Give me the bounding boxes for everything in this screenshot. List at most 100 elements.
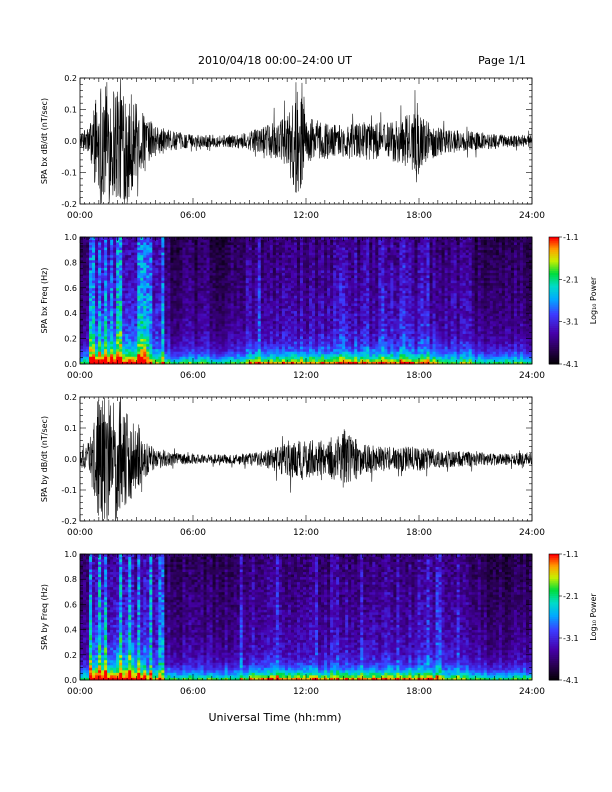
spectrogram-cell (92, 242, 96, 246)
spectrogram-cell (281, 249, 286, 253)
spectrogram-cell (251, 244, 256, 248)
spectrogram-cell (242, 239, 247, 243)
spectrogram-cell (86, 249, 90, 253)
spectrogram-cell (134, 259, 138, 263)
spectrogram-cell (89, 353, 93, 357)
spectrogram-cell (95, 262, 99, 266)
spectrogram-cell (312, 330, 316, 334)
spectrogram-cell (200, 297, 204, 301)
spectrogram-cell (149, 358, 153, 362)
spectrogram-cell (200, 358, 204, 362)
spectrogram-cell (327, 346, 331, 350)
spectrogram-cell (296, 249, 301, 253)
spectrogram-cell (351, 300, 355, 304)
spectrogram-cell (185, 315, 189, 319)
spectrogram-cell (170, 267, 174, 271)
spectrogram-cell (107, 259, 111, 263)
spectrogram-cell (309, 282, 313, 286)
spectrogram-cell (107, 315, 111, 319)
spectrogram-cell (336, 247, 340, 251)
spectrogram-cell (206, 259, 210, 263)
spectrogram-cell (200, 318, 204, 322)
spectrogram-cell (212, 336, 216, 339)
spectrogram-cell (272, 356, 277, 360)
spectrogram-cell (239, 252, 244, 256)
spectrogram-cell (306, 351, 310, 355)
spectrogram-cell (107, 267, 111, 271)
spectrogram-cell (330, 267, 334, 271)
spectrogram-cell (263, 305, 268, 309)
spectrogram-cell (321, 237, 325, 240)
spectrogram-cell (315, 247, 319, 251)
spectrogram-cell (134, 336, 138, 339)
spectrogram-cell (104, 336, 108, 339)
spectrogram-cell (215, 277, 220, 281)
spectrogram-cell (113, 323, 117, 327)
spectrogram-cell (218, 356, 223, 360)
spectrogram-cell (306, 249, 310, 253)
spectrogram-cell (293, 308, 298, 312)
spectrogram-cell (357, 338, 361, 342)
spectrogram-cell (363, 308, 367, 312)
spectrogram-cell (315, 346, 319, 350)
spectrogram-cell (239, 295, 244, 299)
spectrogram-cell (309, 292, 313, 296)
spectrogram-cell (146, 252, 150, 256)
spectrogram-cell (137, 290, 141, 294)
spectrogram-cell (336, 305, 340, 309)
spectrogram-cell (330, 252, 334, 256)
spectrogram-cell (161, 323, 165, 327)
spectrogram-cell (122, 305, 126, 309)
spectrogram-cell (203, 254, 207, 258)
spectrogram-cell (354, 308, 358, 312)
spectrogram-cell (324, 315, 328, 319)
spectrogram-cell (239, 239, 244, 243)
spectrogram-cell (357, 333, 361, 337)
spectrogram-cell (131, 242, 135, 246)
spectrogram-cell (80, 300, 84, 304)
spectrogram-cell (284, 341, 289, 345)
spectrogram-cell (170, 292, 174, 296)
spectrogram-cell (360, 325, 364, 329)
spectrogram-cell (354, 358, 358, 362)
spectrogram-cell (89, 320, 93, 324)
spectrogram-cell (315, 348, 319, 352)
spectrogram-cell (134, 239, 138, 243)
spectrogram-cell (104, 262, 108, 266)
spectrogram-cell (119, 323, 123, 327)
spectrogram-cell (275, 348, 280, 352)
spectrogram-cell (348, 249, 352, 253)
spectrogram-cell (309, 272, 313, 276)
spectrogram-cell (107, 239, 111, 243)
spectrogram-cell (155, 242, 159, 246)
y-tick-label: -0.1 (61, 169, 77, 178)
spectrogram-cell (324, 358, 328, 362)
spectrogram-cell (345, 257, 349, 261)
spectrogram-cell (266, 277, 271, 281)
spectrogram-cell (107, 287, 111, 291)
spectrogram-cell (342, 282, 346, 286)
spectrogram-cell (92, 310, 96, 314)
spectrogram-cell (278, 242, 283, 246)
spectrogram-cell (182, 239, 186, 243)
spectrogram-cell (197, 262, 201, 266)
spectrogram-cell (86, 341, 90, 345)
spectrogram-cell (269, 242, 274, 246)
spectrogram-cell (134, 330, 138, 334)
spectrogram-cell (339, 358, 343, 362)
spectrogram-cell (95, 295, 99, 299)
spectrogram-cell (345, 272, 349, 276)
spectrogram-cell (221, 351, 226, 355)
spectrogram-cell (260, 361, 265, 365)
spectrogram-cell (140, 244, 144, 248)
spectrogram-cell (248, 272, 253, 276)
spectrogram-cell (176, 270, 180, 273)
spectrogram-cell (218, 264, 223, 268)
spectrogram-cell (158, 341, 162, 345)
spectrogram-cell (354, 287, 358, 291)
spectrogram-cell (179, 353, 183, 357)
spectrogram-cell (116, 270, 120, 273)
spectrogram-cell (86, 323, 90, 327)
spectrogram-cell (321, 338, 325, 342)
spectrogram-cell (266, 252, 271, 256)
